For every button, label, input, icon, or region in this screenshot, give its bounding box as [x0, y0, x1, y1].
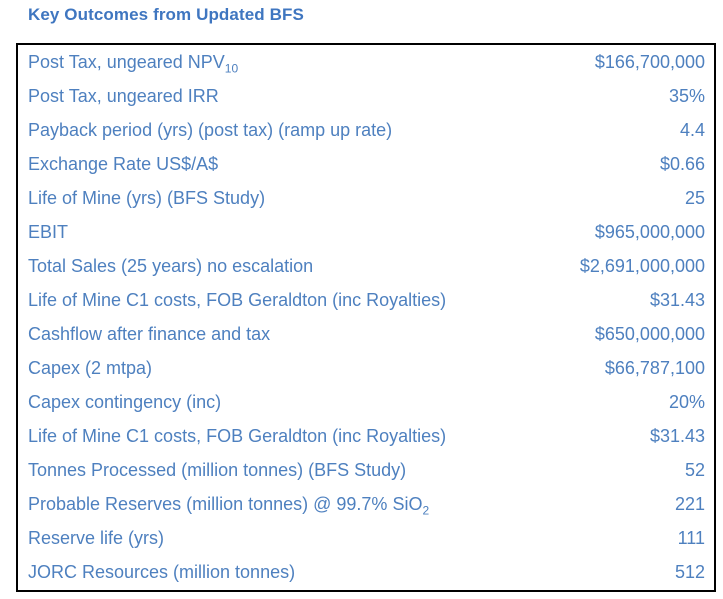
metric-value: $0.66 [659, 153, 705, 174]
metric-label: Payback period (yrs) (post tax) (ramp up… [28, 119, 393, 140]
table-row: Cashflow after finance and tax $650,000,0… [17, 317, 715, 351]
metric-value: $31.43 [649, 289, 705, 310]
table-row: JORC Resources (million tonnes) 512 [17, 556, 715, 591]
table-row: Payback period (yrs) (post tax) (ramp up… [17, 113, 715, 147]
metric-value: 20% [668, 392, 705, 413]
table-row: Tonnes Processed (million tonnes) (BFS S… [17, 454, 715, 488]
metric-label: Life of Mine C1 costs, FOB Geraldton (in… [28, 289, 447, 310]
metric-label: Tonnes Processed (million tonnes) (BFS S… [28, 460, 407, 481]
metric-value: $650,000,000 [594, 323, 705, 344]
metric-value: 111 [677, 528, 705, 549]
metric-label: EBIT [28, 221, 69, 242]
metric-label: Post Tax, ungeared IRR [28, 85, 219, 106]
metric-label: Total Sales (25 years) no escalation [28, 255, 314, 276]
table-row: Life of Mine (yrs) (BFS Study) 25 [17, 181, 715, 215]
metric-label: Life of Mine C1 costs, FOB Geraldton (in… [28, 426, 447, 447]
metric-label: Probable Reserves (million tonnes) @ 99.… [28, 494, 430, 518]
table-row: Life of Mine C1 costs, FOB Geraldton (in… [17, 420, 715, 454]
metric-label: Capex (2 mtpa) [28, 358, 153, 378]
metric-label-subscript: 10 [224, 61, 239, 76]
metric-value: $31.43 [649, 426, 705, 447]
table-row: Post Tax, ungeared IRR 35% [17, 79, 715, 113]
table-row: Capex (2 mtpa) $66,787,100 [17, 352, 715, 386]
metric-label: JORC Resources (million tonnes) [28, 562, 296, 583]
metric-value: 512 [674, 562, 705, 583]
metric-value: 35% [668, 85, 705, 106]
metric-value: 4.4 [679, 119, 705, 140]
table-row: EBIT $965,000,000 [17, 215, 715, 249]
table-row: Total Sales (25 years) no escalation $2,6… [17, 249, 715, 283]
metric-value: $2,691,000,000 [579, 255, 705, 276]
metric-label: Post Tax, ungeared NPV10 [28, 51, 239, 76]
page-title: Key Outcomes from Updated BFS [28, 5, 304, 24]
table-row: Post Tax, ungeared NPV10 $166,700,000 [17, 44, 715, 79]
table-row: Exchange Rate US$/A$ $0.66 [17, 147, 715, 181]
metric-value: $965,000,000 [594, 221, 705, 242]
metric-value: 221 [674, 494, 705, 515]
table-row: Life of Mine C1 costs, FOB Geraldton (in… [17, 283, 715, 317]
metric-label-subscript: 2 [422, 503, 430, 518]
table-row: Probable Reserves (million tonnes) @ 99.… [17, 488, 715, 522]
metric-value: $66,787,100 [604, 358, 705, 378]
metric-label: Reserve life (yrs) [28, 528, 165, 549]
metric-label: Exchange Rate US$/A$ [28, 153, 219, 174]
table-body: Post Tax, ungeared NPV10 $166,700,000 Post… [17, 44, 715, 591]
metric-value: 25 [684, 187, 705, 208]
metric-label: Capex contingency (inc) [28, 392, 222, 413]
table-row: Capex contingency (inc) 20% [17, 386, 715, 420]
table-row: Reserve life (yrs) 111 [17, 522, 715, 556]
metric-label: Life of Mine (yrs) (BFS Study) [28, 187, 266, 208]
key-outcomes-table: Post Tax, ungeared NPV10 $166,700,000 Post… [16, 43, 716, 592]
metric-value: $166,700,000 [594, 51, 705, 72]
metric-label: Cashflow after finance and tax [28, 323, 271, 344]
metric-value: 52 [684, 460, 705, 481]
